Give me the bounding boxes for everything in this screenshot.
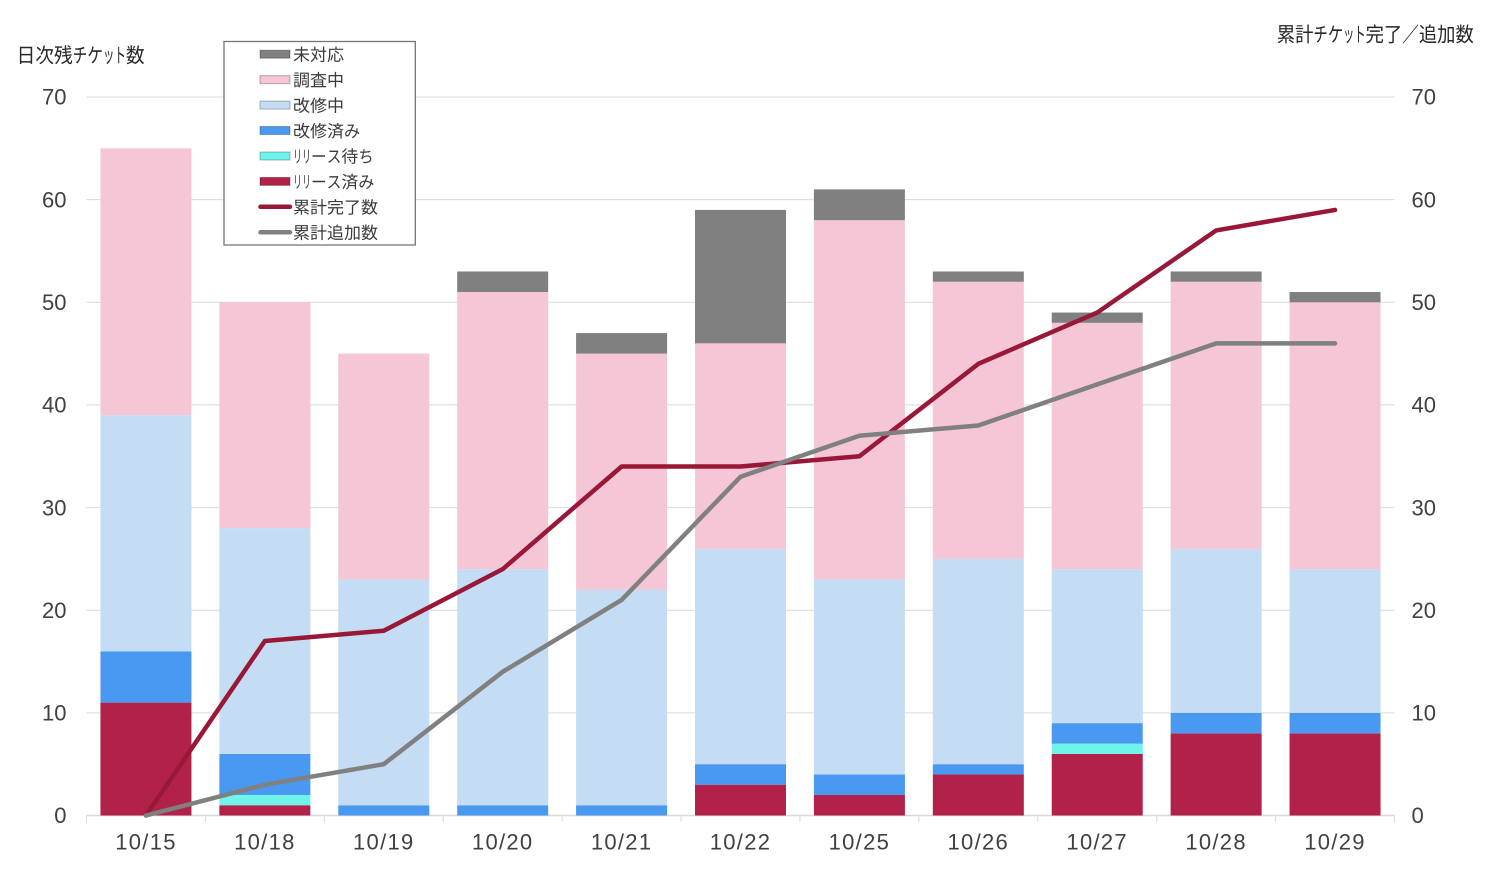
svg-text:20: 20 — [1412, 598, 1436, 623]
svg-text:0: 0 — [54, 803, 66, 828]
svg-text:60: 60 — [1412, 187, 1436, 212]
svg-text:50: 50 — [42, 290, 66, 315]
svg-text:10/21: 10/21 — [591, 830, 653, 855]
svg-text:10/22: 10/22 — [710, 830, 772, 855]
svg-text:70: 70 — [42, 85, 66, 110]
svg-text:10/15: 10/15 — [115, 830, 177, 855]
svg-text:10/29: 10/29 — [1304, 830, 1366, 855]
svg-text:40: 40 — [42, 393, 66, 418]
svg-text:40: 40 — [1412, 393, 1436, 418]
svg-text:10/27: 10/27 — [1066, 830, 1128, 855]
svg-text:20: 20 — [42, 598, 66, 623]
svg-text:0: 0 — [1412, 803, 1424, 828]
svg-text:10/18: 10/18 — [234, 830, 296, 855]
svg-text:10/20: 10/20 — [472, 830, 534, 855]
svg-text:30: 30 — [42, 495, 66, 520]
svg-text:10/28: 10/28 — [1185, 830, 1247, 855]
svg-text:10: 10 — [42, 701, 66, 726]
svg-text:10: 10 — [1412, 701, 1436, 726]
svg-text:50: 50 — [1412, 290, 1436, 315]
svg-text:10/25: 10/25 — [829, 830, 891, 855]
svg-text:60: 60 — [42, 187, 66, 212]
svg-text:10/19: 10/19 — [353, 830, 415, 855]
svg-text:70: 70 — [1412, 85, 1436, 110]
svg-text:10/26: 10/26 — [948, 830, 1010, 855]
svg-text:30: 30 — [1412, 495, 1436, 520]
